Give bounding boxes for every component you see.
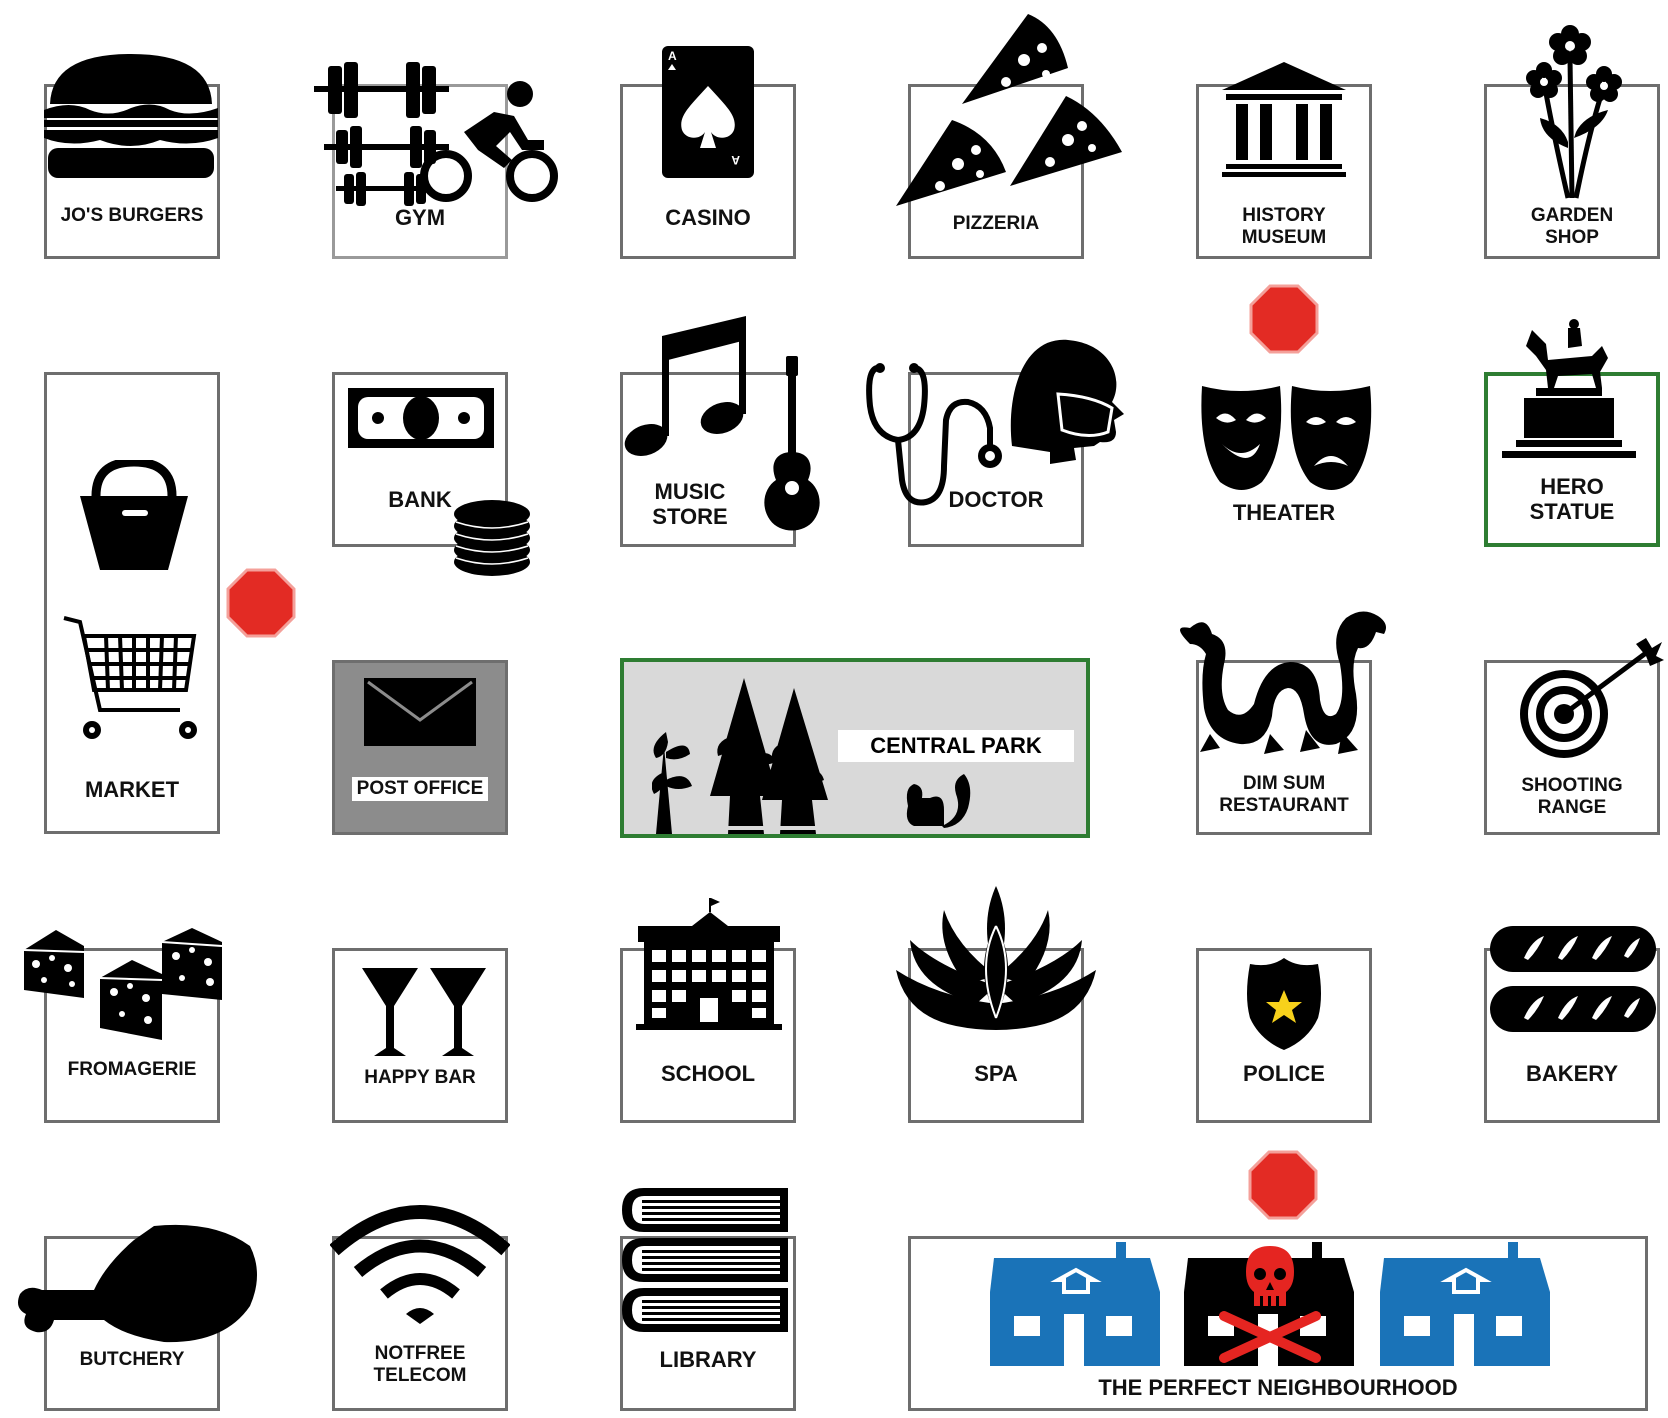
place-label: SHOOTING RANGE [1487,775,1657,819]
place-label: BANK [388,487,452,512]
place-label: BAKERY [1525,1061,1619,1086]
place-history-museum[interactable]: HISTORY MUSEUM [1196,84,1372,259]
place-label-line2: RESTAURANT [1219,794,1349,816]
lotus-icon [896,886,1096,1030]
dumbbells-cyclist-icon [314,62,558,206]
place-label-line1: GARDEN [1530,205,1614,226]
bag-cart-icon [63,460,197,739]
cheese-icon [23,928,223,1040]
place-label-line1: HISTORY [1242,205,1326,226]
place-label-line2: MUSEUM [1241,226,1327,248]
place-bakery[interactable]: BAKERY [1484,948,1660,1123]
place-music-store[interactable]: MUSIC STORE [620,372,796,547]
school-building-icon [636,898,782,1030]
houses-skull-icon [990,1242,1550,1366]
books-icon [622,1188,788,1332]
place-post-office[interactable]: POST OFFICE [332,660,508,835]
trees-squirrel-icon [652,678,971,834]
drumstick-icon [18,1224,257,1343]
post-office-label: POST OFFICE [351,777,489,801]
place-market[interactable]: MARKET [44,372,220,834]
place-label: CENTRAL PARK [838,730,1074,762]
dragon-icon [1180,611,1386,754]
place-label: FROMAGERIE [67,1059,197,1080]
place-label: POST OFFICE [335,777,505,801]
place-label: SPA [974,1061,1018,1086]
bread-icon [1490,926,1656,1032]
envelope-icon [364,678,476,746]
place-label-line1: DIM SUM [1242,773,1326,794]
place-gym[interactable]: GYM [332,84,508,259]
place-label: THEATER [1232,500,1336,525]
place-label: CASINO [665,205,751,230]
place-label: BUTCHERY [79,1349,185,1370]
place-label: GARDEN SHOP [1487,205,1657,249]
stop-sign-icon [226,568,296,638]
stop-sign-icon [1248,1150,1318,1220]
place-label-line1: NOTFREE [374,1343,466,1364]
place-label: SCHOOL [660,1061,756,1086]
pizza-slice-icon [896,14,1122,206]
place-label-line2: TELECOM [373,1364,467,1386]
place-label: GYM [394,205,446,230]
equestrian-statue-icon [1502,319,1636,458]
place-label: POLICE [1243,1061,1325,1086]
note-guitar-icon [624,316,820,531]
place-theater[interactable]: THEATER [1196,380,1372,530]
svg-text:A: A [731,153,740,167]
place-label-line1: SHOOTING [1521,775,1623,796]
house-icon [990,1242,1160,1366]
place-label-line1: MUSIC [654,479,726,504]
place-label: NOTFREE TELECOM [335,1343,505,1387]
skull-house-icon [1184,1242,1354,1366]
place-label: MUSIC STORE [605,479,775,530]
place-central-park[interactable]: CENTRAL PARK [620,658,1090,838]
place-label: THE PERFECT NEIGHBOURHOOD [1098,1375,1458,1400]
museum-icon [1222,62,1346,177]
place-label: MARKET [84,777,180,802]
place-label-line2: SHOP [1545,226,1599,248]
ace-of-spades-icon: A A [662,46,754,178]
place-label: PIZZERIA [952,213,1040,234]
stethoscope-icon [866,339,1124,506]
stop-sign-icon [1249,284,1319,354]
flowers-icon [1526,25,1622,199]
central-park-label: CENTRAL PARK [870,733,1042,758]
svg-text:A: A [668,49,677,63]
place-label: JO'S BURGERS [60,205,204,226]
masks-icon [1201,386,1372,490]
badge-icon [1247,958,1321,1050]
place-label: HISTORY MUSEUM [1199,205,1369,249]
place-label: HAPPY BAR [364,1067,476,1088]
place-label: DOCTOR [948,487,1044,512]
burger-icon [44,54,218,178]
cocktail-glasses-icon [362,968,486,1056]
place-label-line2: STATUE [1529,499,1615,525]
place-label: LIBRARY [659,1347,757,1372]
target-icon [1520,638,1664,758]
place-label: HERO STATUE [1488,474,1656,525]
house-icon [1380,1242,1550,1366]
place-label-line1: HERO [1540,474,1604,499]
money-coins-icon [348,388,530,576]
place-label: DIM SUM RESTAURANT [1199,773,1369,817]
wifi-icon [330,1205,510,1324]
place-label-line2: RANGE [1537,796,1607,818]
place-label-line2: STORE [652,504,728,530]
